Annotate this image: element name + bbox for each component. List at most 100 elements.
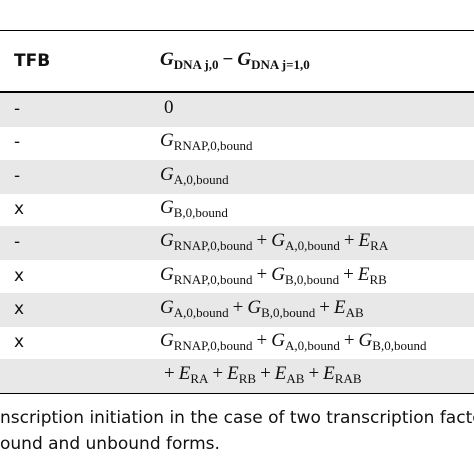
term: GRNAP,0,bound	[160, 130, 253, 154]
subscript: RA	[190, 371, 209, 387]
rule	[0, 91, 474, 93]
tfb-cell: x	[14, 198, 25, 219]
operator: +	[256, 330, 268, 352]
tfb-cell: x	[14, 332, 25, 353]
operator: +	[256, 230, 268, 252]
symbol: E	[357, 263, 370, 285]
operator: +	[319, 296, 330, 318]
operator: +	[343, 330, 355, 352]
term: GDNA j=1,0	[237, 49, 310, 72]
symbol: G	[271, 230, 285, 252]
term: ERA	[178, 363, 209, 387]
table-row: x GB,0,bound	[0, 193, 474, 227]
term: GA,0,bound	[160, 296, 229, 320]
symbol: E	[178, 363, 191, 385]
table-row: - GRNAP,0,bound	[0, 126, 474, 160]
formula-cell: + ERA + ERB + EAB + ERAB	[160, 363, 362, 387]
term: GB,0,bound	[247, 296, 315, 320]
symbol: G	[160, 163, 174, 185]
table-row: x GA,0,bound + GB,0,bound + EAB	[0, 292, 474, 327]
symbol: G	[160, 330, 174, 352]
symbol: E	[274, 363, 287, 385]
operator: +	[256, 263, 268, 285]
header-formula: GDNA j,0− GDNA j=1,0	[160, 49, 310, 73]
rule	[0, 393, 474, 394]
term: GRNAP,0,bound	[160, 330, 252, 353]
symbol: G	[358, 330, 373, 352]
symbol: G	[160, 230, 174, 252]
tfb-cell: -	[14, 232, 21, 253]
formula-cell: GA,0,bound	[160, 164, 229, 188]
term: GA,0,bound	[271, 230, 340, 254]
operator: +	[343, 230, 355, 252]
header-tfb: TFB	[14, 51, 51, 71]
subscript: B,0,bound	[173, 204, 228, 220]
table-row: -0	[0, 93, 474, 127]
subscript: RNAP,0,bound	[173, 238, 253, 254]
term: ERB	[227, 363, 257, 387]
symbol: E	[358, 230, 371, 252]
formula-cell: GA,0,bound + GB,0,bound + EAB	[160, 297, 364, 321]
term: GDNA j,0	[160, 49, 219, 72]
header-row: TFB GDNA j,0− GDNA j=1,0	[0, 45, 474, 79]
subscript: B,0,bound	[372, 338, 427, 354]
symbol: G	[247, 296, 262, 318]
symbol: G	[160, 296, 174, 318]
table-row: - GRNAP,0,bound + GA,0,bound + ERA	[0, 226, 474, 261]
term: ERAB	[323, 363, 362, 387]
operator: +	[212, 363, 224, 385]
term: GA,0,bound	[271, 330, 340, 354]
operator: +	[232, 296, 244, 318]
symbol: G	[160, 263, 174, 285]
subscript: B,0,bound	[284, 271, 340, 287]
subscript: A,0,bound	[284, 238, 340, 254]
subscript: RNAP,0,bound	[173, 271, 253, 287]
table-row: x GRNAP,0,bound + GB,0,bound + ERB	[0, 260, 474, 294]
tfb-cell: x	[14, 265, 25, 286]
term: GB,0,bound	[160, 196, 228, 220]
subscript: RB	[369, 271, 387, 287]
term: GB,0,bound	[271, 263, 340, 287]
subscript: DNA j=1,0	[251, 57, 310, 72]
formula-cell: GB,0,bound	[160, 197, 228, 221]
subscript: A,0,bound	[173, 171, 229, 187]
table-row: + ERA + ERB + EAB + ERAB	[0, 359, 474, 394]
symbol: G	[160, 130, 174, 152]
formula-cell: 0	[160, 97, 178, 119]
operator: +	[260, 363, 271, 385]
tfb-cell: -	[14, 165, 21, 186]
subscript: RA	[370, 238, 389, 254]
table-row: - GA,0,bound	[0, 159, 474, 194]
subscript: AB	[345, 304, 364, 320]
symbol: G	[271, 330, 285, 352]
formula-cell: GRNAP,0,bound + GB,0,bound + ERB	[160, 264, 387, 288]
subscript: RB	[238, 371, 257, 387]
operator: +	[308, 363, 320, 385]
symbol: E	[227, 363, 239, 385]
subscript: AB	[286, 371, 305, 387]
symbol: G	[160, 49, 174, 70]
term: GA,0,bound	[160, 163, 229, 187]
table-row: x GRNAP,0,bound + GA,0,bound + GB,0,bound	[0, 326, 474, 360]
rule	[0, 30, 474, 31]
formula-cell: GRNAP,0,bound	[160, 130, 252, 154]
caption-line: ound and unbound forms.	[0, 434, 220, 454]
term: EAB	[274, 363, 305, 387]
operator: +	[164, 363, 175, 385]
term: GRNAP,0,bound	[160, 230, 253, 254]
caption-line: nscription initiation in the case of two…	[0, 408, 474, 428]
formula-cell: GRNAP,0,bound + GA,0,bound + ERA	[160, 230, 388, 254]
symbol: G	[237, 49, 252, 70]
subscript: RNAP,0,bound	[173, 138, 253, 154]
subscript: A,0,bound	[173, 304, 229, 320]
operator: +	[343, 263, 354, 285]
symbol: G	[271, 263, 285, 285]
term: ERB	[357, 263, 387, 287]
tfb-cell: -	[14, 99, 21, 119]
term: ERA	[358, 230, 389, 254]
subscript: A,0,bound	[284, 338, 340, 354]
subscript: RAB	[334, 371, 362, 387]
symbol: G	[160, 196, 174, 218]
tfb-cell: x	[14, 298, 25, 319]
